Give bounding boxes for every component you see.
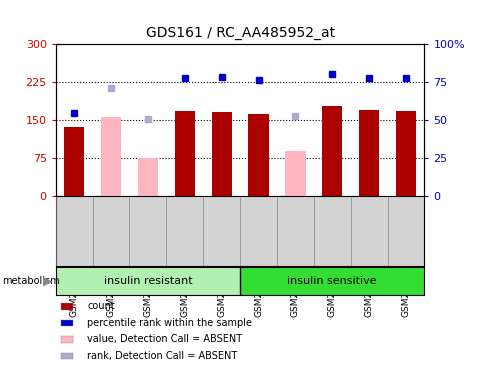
Bar — [240, 267, 424, 295]
Text: insulin sensitive: insulin sensitive — [287, 276, 376, 286]
Bar — [137, 158, 158, 196]
Text: count: count — [87, 301, 115, 311]
Text: percentile rank within the sample: percentile rank within the sample — [87, 318, 252, 328]
Text: value, Detection Call = ABSENT: value, Detection Call = ABSENT — [87, 335, 242, 344]
Bar — [211, 112, 231, 196]
Bar — [174, 111, 195, 196]
Text: metabolism: metabolism — [2, 276, 60, 286]
Text: ▶: ▶ — [43, 274, 52, 287]
Bar — [101, 117, 121, 196]
Bar — [358, 110, 378, 196]
Bar — [64, 127, 84, 196]
Bar — [321, 106, 342, 196]
Bar — [285, 151, 305, 196]
Bar — [56, 267, 240, 295]
Text: rank, Detection Call = ABSENT: rank, Detection Call = ABSENT — [87, 351, 237, 361]
Bar — [395, 111, 415, 196]
Title: GDS161 / RC_AA485952_at: GDS161 / RC_AA485952_at — [145, 26, 334, 40]
Text: insulin resistant: insulin resistant — [104, 276, 192, 286]
Bar — [248, 114, 268, 196]
